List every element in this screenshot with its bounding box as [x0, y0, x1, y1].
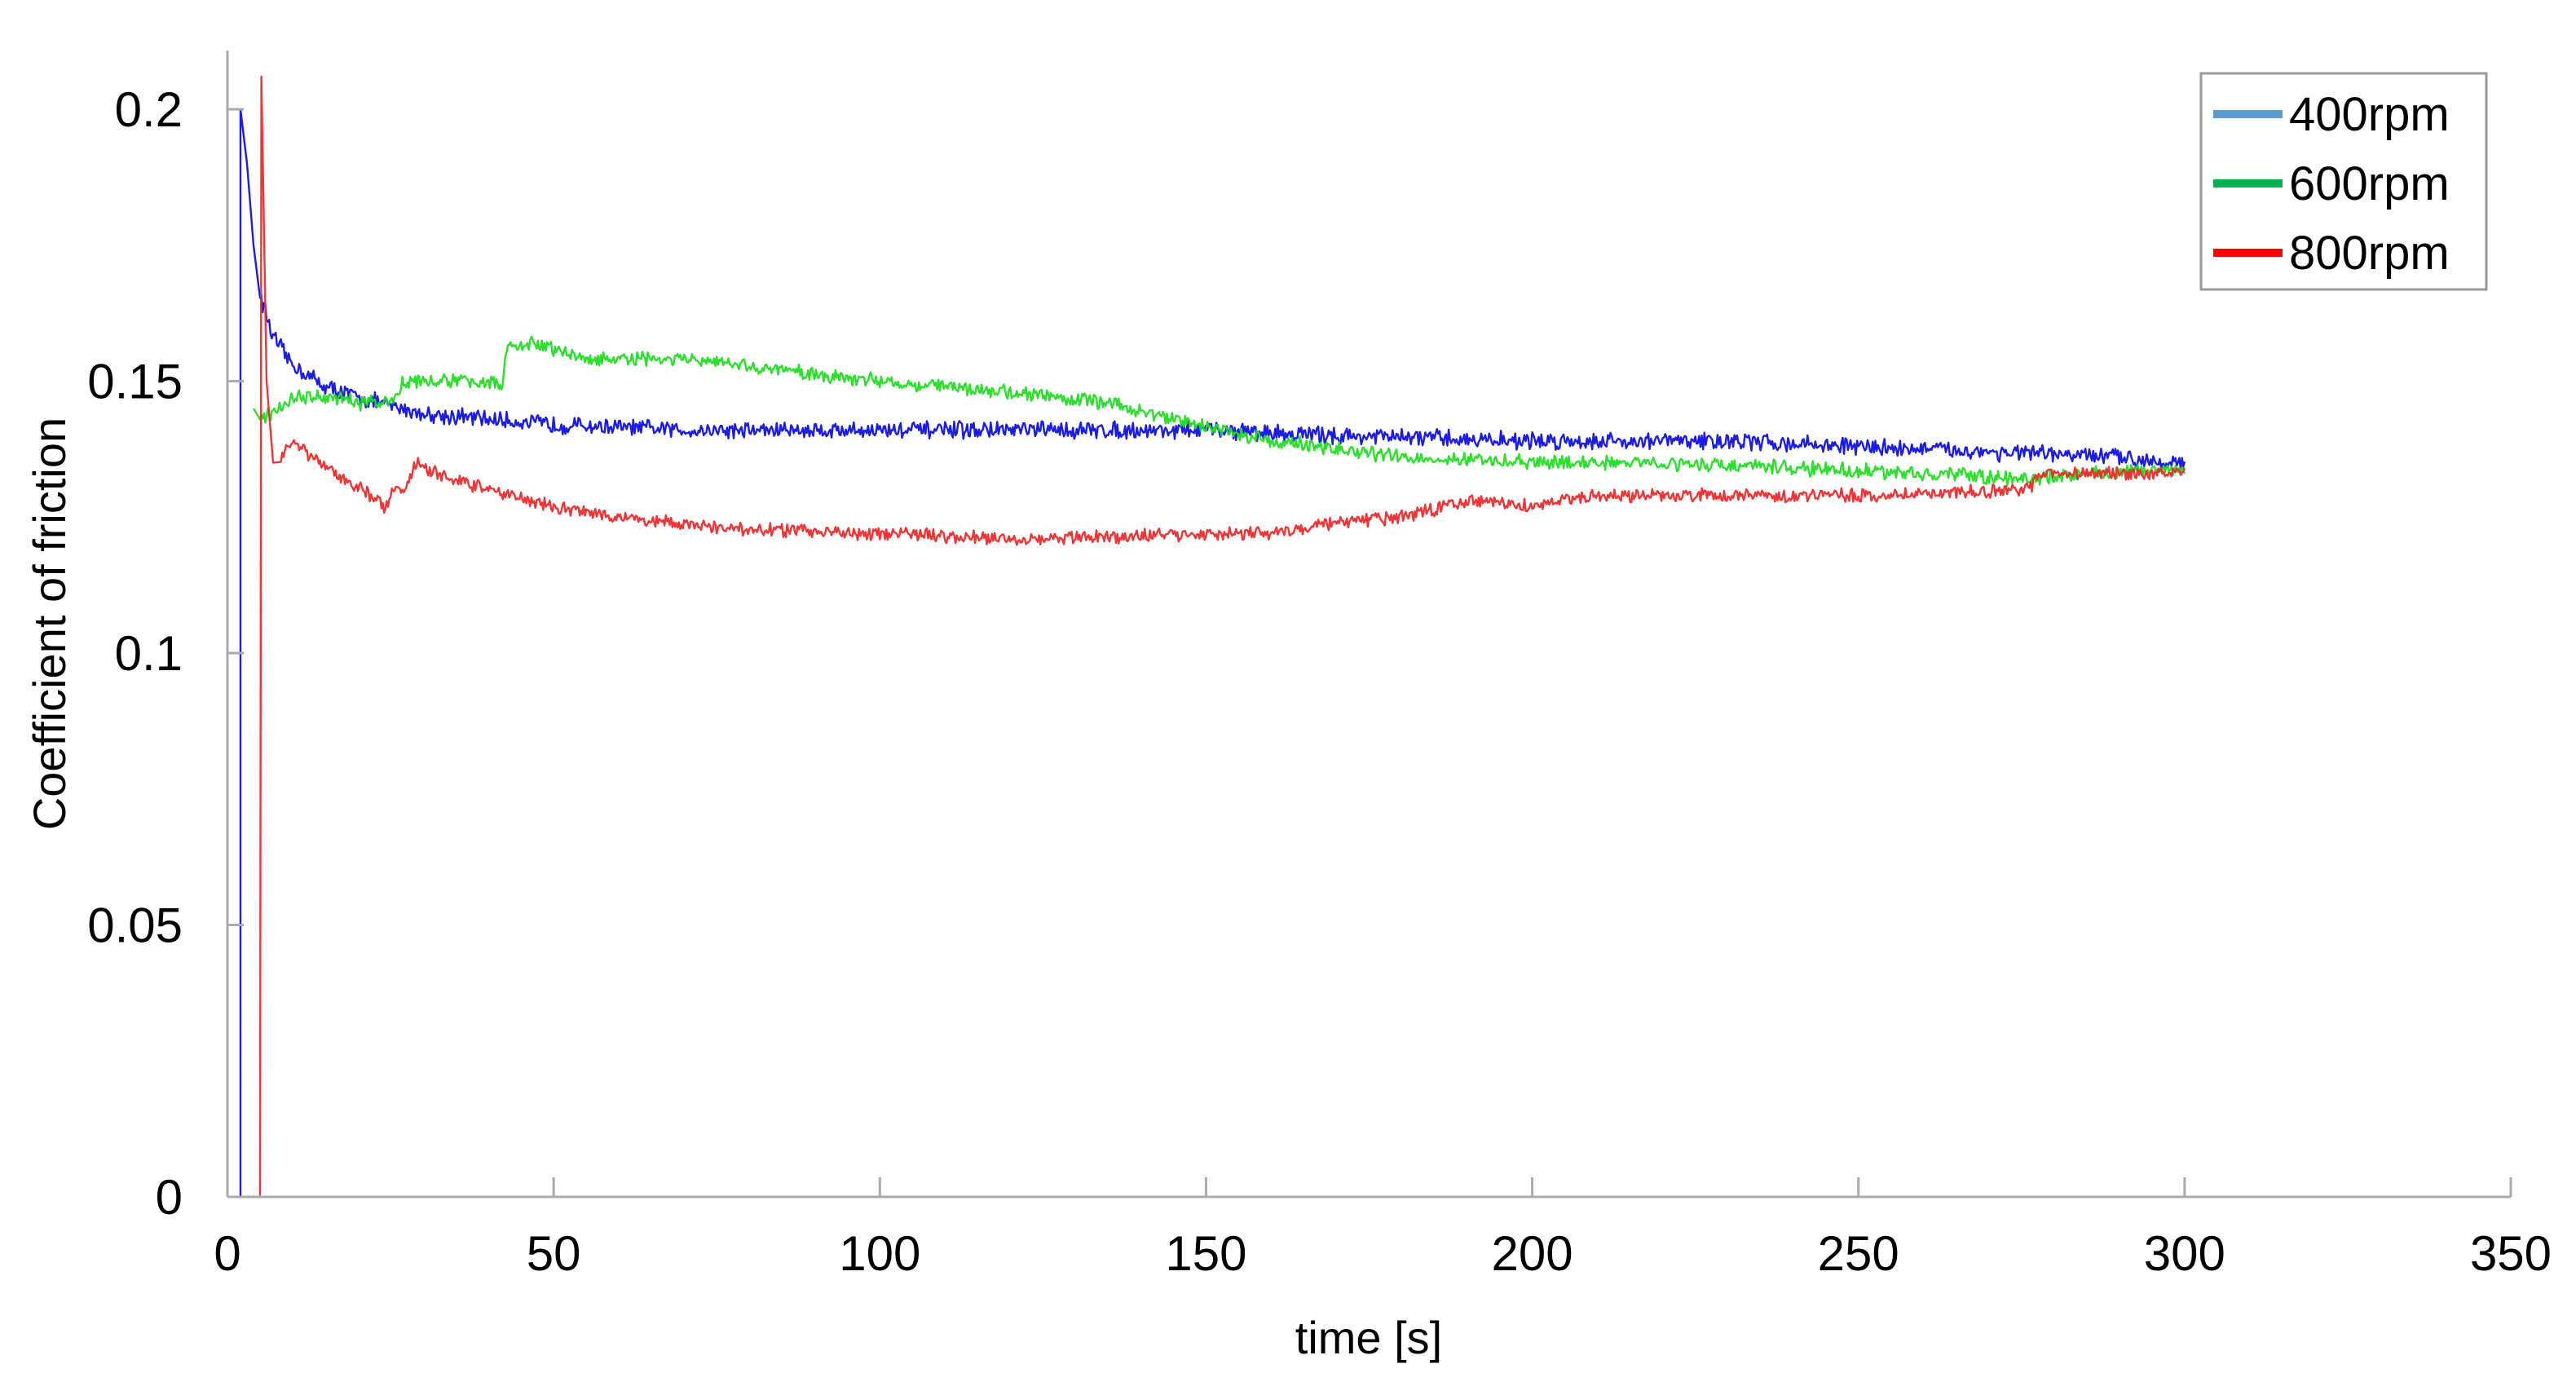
x-axis-label: time [s] — [1295, 1312, 1442, 1363]
series-line-400rpm — [239, 108, 2186, 1197]
legend-label-400rpm: 400rpm — [2289, 88, 2450, 141]
series-line-800rpm — [258, 75, 2186, 1198]
legend: 400rpm 600rpm 800rpm — [2199, 72, 2488, 291]
plot-lines — [239, 75, 2186, 1198]
y-tick-label: 0.1 — [115, 626, 183, 681]
x-tick-label: 0 — [214, 1226, 240, 1281]
x-tick-label: 350 — [2470, 1226, 2552, 1281]
x-tick-label: 300 — [2144, 1226, 2225, 1281]
y-axis-ticks: 0 0.05 0.1 0.15 0.2 — [87, 82, 244, 1225]
series-line-600rpm — [252, 335, 2186, 488]
legend-label-800rpm: 800rpm — [2289, 227, 2450, 280]
x-tick-label: 150 — [1165, 1226, 1246, 1281]
legend-label-600rpm: 600rpm — [2289, 157, 2450, 210]
x-tick-label: 250 — [1818, 1226, 1899, 1281]
x-tick-label: 100 — [839, 1226, 920, 1281]
y-tick-label: 0.05 — [87, 898, 183, 953]
y-tick-label: 0 — [156, 1170, 183, 1225]
y-axis-label: Coefficient of friction — [24, 417, 75, 830]
x-tick-label: 200 — [1492, 1226, 1573, 1281]
y-tick-label: 0.2 — [115, 82, 183, 137]
x-tick-label: 50 — [527, 1226, 581, 1281]
y-tick-label: 0.15 — [87, 355, 183, 409]
x-axis-ticks: 0 50 100 150 200 250 300 350 — [214, 1177, 2552, 1281]
